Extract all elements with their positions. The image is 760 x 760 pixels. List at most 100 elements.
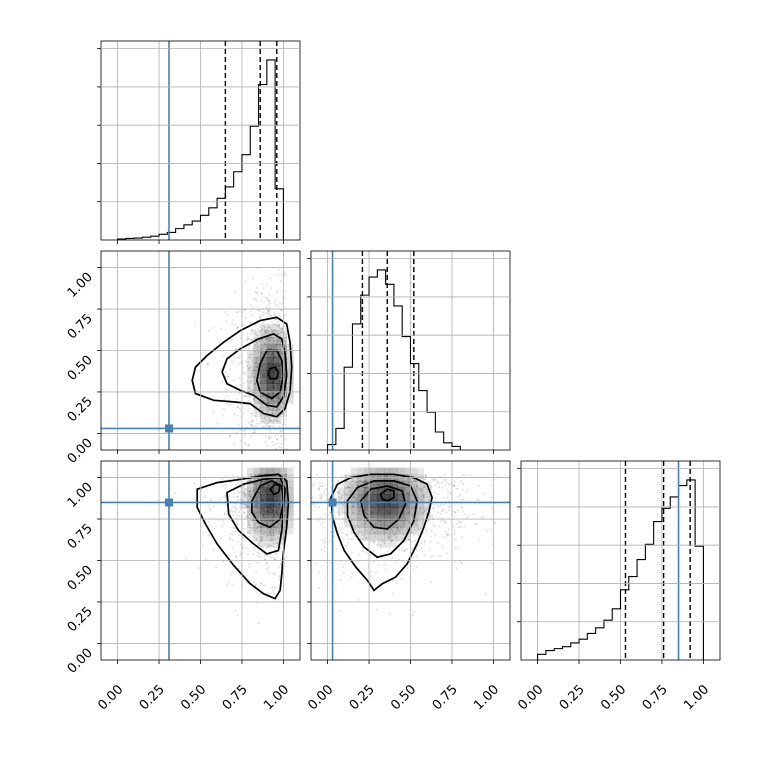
sample-point-2-1-567: [317, 488, 320, 491]
sample-point-2-1-761: [356, 516, 359, 519]
sample-point-2-0-378: [221, 477, 224, 480]
sample-point-1-0-629: [248, 345, 251, 348]
density-cell-1-0: [273, 323, 281, 331]
sample-point-1-0-292: [266, 311, 269, 314]
sample-point-2-0-37: [275, 541, 278, 544]
sample-point-2-1-370: [462, 482, 465, 485]
x-tick-label-h2-1: 0.25: [557, 682, 588, 713]
sample-point-2-1-66: [362, 523, 365, 526]
sample-point-2-1-152: [340, 525, 343, 528]
sample-point-1-0-435: [254, 415, 257, 418]
sample-point-2-0-283: [252, 552, 255, 555]
density-cell-2-0: [253, 527, 261, 535]
density-layer: [174, 267, 497, 625]
sample-point-2-0-603: [230, 508, 233, 511]
sample-point-2-1-302: [430, 484, 433, 487]
sample-point-1-0-390: [268, 407, 271, 410]
sample-point-2-1-754: [356, 533, 359, 536]
sample-point-2-1-163: [469, 474, 472, 477]
sample-point-2-0-660: [271, 528, 274, 531]
sample-point-2-1-10: [410, 507, 413, 510]
sample-point-1-0-90: [250, 338, 253, 341]
sample-point-1-0-524: [253, 430, 256, 433]
sample-point-2-1-848: [456, 509, 459, 512]
sample-point-2-1-413: [431, 478, 434, 481]
sample-point-2-1-888: [425, 528, 428, 531]
sample-point-1-0-301: [260, 347, 263, 350]
sample-point-1-0-664: [268, 339, 271, 342]
sample-point-1-0-337: [274, 329, 277, 332]
density-cell-2-0: [253, 520, 261, 528]
sample-point-2-1-530: [417, 534, 420, 537]
sample-point-2-1-323: [317, 519, 320, 522]
sample-point-2-0-272: [235, 521, 238, 524]
sample-point-1-0-466: [280, 435, 283, 438]
sample-point-1-0-899: [276, 420, 279, 423]
sample-point-1-0-791: [233, 291, 236, 294]
sample-point-2-0-98: [264, 516, 267, 519]
sample-point-2-1-834: [437, 493, 440, 496]
sample-point-2-0-130: [234, 505, 237, 508]
sample-point-2-0-663: [258, 510, 261, 513]
sample-point-2-1-502: [419, 489, 422, 492]
sample-point-2-0-101: [255, 538, 258, 541]
density-cell-2-1: [403, 507, 411, 515]
sample-point-1-0-874: [256, 327, 259, 330]
sample-point-1-0-126: [267, 310, 270, 313]
sample-point-2-0-714: [246, 531, 249, 534]
sample-point-2-0-693: [283, 515, 286, 518]
sample-point-1-0-455: [236, 414, 239, 417]
sample-point-2-0-39: [243, 507, 246, 510]
sample-point-2-0-765: [231, 510, 234, 513]
sample-point-2-0-858: [255, 487, 258, 490]
sample-point-1-0-711: [270, 412, 273, 415]
contour-2-0-1: [226, 476, 286, 555]
sample-point-1-0-223: [239, 384, 242, 387]
histogram-h1: [327, 269, 461, 450]
sample-point-1-0-154: [269, 347, 272, 350]
sample-point-2-1-609: [403, 561, 406, 564]
sample-point-2-1-336: [312, 484, 315, 487]
sample-point-2-0-383: [204, 496, 207, 499]
sample-point-1-0-375: [274, 435, 277, 438]
sample-point-1-0-460: [278, 397, 281, 400]
sample-point-2-0-650: [253, 529, 256, 532]
density-cell-2-1: [357, 494, 365, 502]
sample-point-2-1-140: [369, 554, 372, 557]
sample-point-1-0-535: [249, 321, 252, 324]
sample-point-2-0-772: [222, 522, 225, 525]
sample-point-1-0-44: [270, 329, 273, 332]
sample-point-2-1-40: [363, 480, 366, 483]
truth-marker-2-1: [328, 498, 337, 507]
sample-point-1-0-94: [254, 290, 257, 293]
sample-point-2-1-494: [363, 534, 366, 537]
sample-point-2-0-263: [232, 510, 235, 513]
sample-point-1-0-167: [268, 309, 271, 312]
sample-point-2-1-674: [359, 478, 362, 481]
sample-point-1-0-159: [222, 408, 225, 411]
sample-point-1-0-590: [277, 332, 280, 335]
sample-point-2-0-516: [283, 557, 286, 560]
sample-point-1-0-324: [258, 329, 261, 332]
sample-point-2-1-873: [365, 537, 368, 540]
sample-point-2-1-362: [423, 496, 426, 499]
sample-point-1-0-828: [269, 314, 272, 317]
sample-point-2-0-549: [239, 507, 242, 510]
sample-point-1-0-53: [225, 319, 228, 322]
sample-point-2-1-387: [494, 473, 497, 476]
sample-point-2-1-841: [379, 520, 382, 523]
sample-point-2-1-665: [348, 494, 351, 497]
sample-point-1-0-102: [271, 408, 274, 411]
sample-point-2-0-465: [244, 546, 247, 549]
sample-point-2-0-288: [259, 525, 262, 528]
sample-point-2-1-151: [435, 497, 438, 500]
sample-point-2-1-734: [320, 495, 323, 498]
sample-point-1-0-367: [261, 292, 264, 295]
sample-point-2-0-29: [249, 495, 252, 498]
sample-point-2-1-855: [344, 474, 347, 477]
sample-point-2-1-337: [338, 513, 341, 516]
sample-point-2-0-94: [274, 529, 277, 532]
density-cell-2-0: [266, 527, 274, 535]
sample-point-1-0-32: [251, 338, 254, 341]
sample-point-2-1-257: [456, 522, 459, 525]
